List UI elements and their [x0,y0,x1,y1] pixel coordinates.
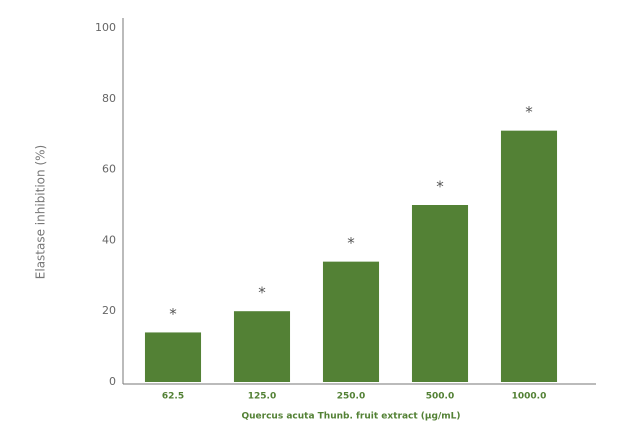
y-tick-label: 100 [95,21,116,34]
significance-marker: * [169,305,177,323]
y-tick-label: 60 [102,163,116,176]
x-tick-label: 125.0 [248,392,276,402]
significance-marker: * [436,178,444,196]
bar [500,130,558,382]
x-tick-label: 500.0 [426,392,454,402]
significance-marker: * [525,103,533,121]
y-tick-label: 20 [102,304,116,317]
y-tick-label: 40 [102,233,116,246]
y-tick-label: 80 [102,92,116,105]
bar [233,311,291,382]
significance-marker: * [347,234,355,252]
y-axis-title: Elastase inhibition (%) [34,145,48,279]
x-tick-label: 62.5 [162,392,184,402]
bar [411,205,469,382]
bar [144,332,202,382]
x-tick-label: 250.0 [337,392,365,402]
significance-marker: * [258,284,266,302]
y-tick-label: 0 [109,375,116,388]
x-axis-title: Quercus acuta Thunb. fruit extract (μg/m… [242,412,461,422]
bar [322,261,380,382]
x-tick-label: 1000.0 [512,392,547,402]
